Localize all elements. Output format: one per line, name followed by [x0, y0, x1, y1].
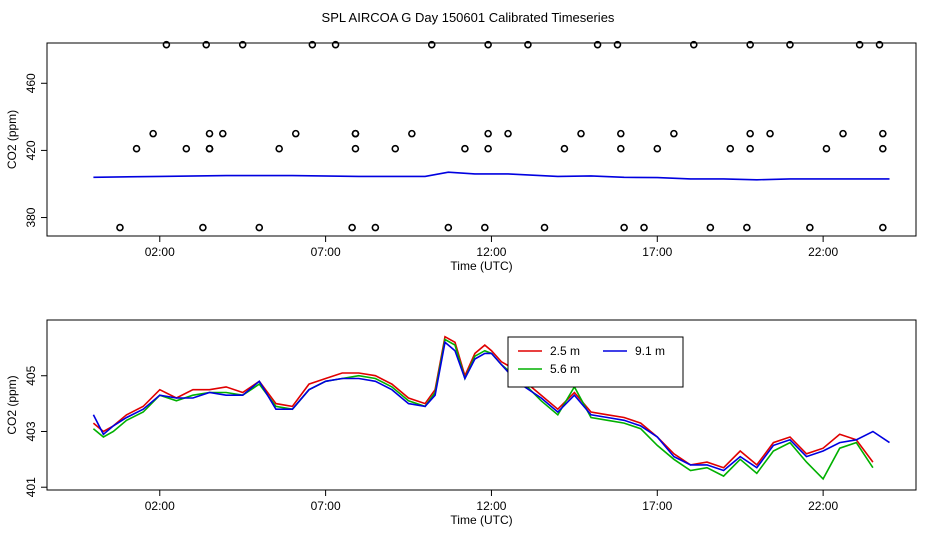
data-point	[822, 144, 831, 153]
data-point	[786, 40, 794, 49]
x-tick-label: 02:00	[145, 245, 175, 259]
series-line-5-6-m	[92, 338, 874, 481]
data-point	[182, 144, 191, 153]
data-point	[484, 40, 492, 49]
data-point	[855, 40, 864, 49]
data-point	[504, 129, 512, 138]
data-point	[560, 144, 569, 153]
data-point	[746, 144, 754, 153]
data-point	[746, 129, 754, 138]
data-point	[766, 129, 774, 138]
data-point	[408, 129, 416, 138]
data-point	[484, 144, 492, 153]
data-point	[275, 144, 283, 153]
data-point	[726, 144, 735, 153]
y-tick-label: 405	[24, 365, 38, 385]
data-point	[116, 223, 124, 232]
y-tick-label: 380	[24, 207, 38, 227]
figure-title: SPL AIRCOA G Day 150601 Calibrated Times…	[321, 10, 615, 25]
data-point	[481, 223, 489, 232]
data-point	[879, 223, 887, 232]
data-point	[371, 223, 380, 232]
data-point	[670, 129, 678, 138]
x-tick-label: 12:00	[476, 499, 506, 513]
data-point	[620, 223, 628, 232]
series-line-2-5-m	[92, 335, 874, 469]
x-tick-label: 07:00	[311, 499, 341, 513]
y-tick-label: 401	[24, 477, 38, 497]
data-point	[199, 223, 207, 232]
data-point	[746, 40, 754, 49]
data-point	[806, 223, 814, 232]
panel-1-frame	[46, 42, 917, 237]
data-point	[427, 40, 436, 49]
data-point	[540, 223, 549, 232]
y-tick-label: 420	[24, 140, 38, 160]
data-point	[577, 129, 585, 138]
data-point	[879, 129, 887, 138]
x-axis-label: Time (UTC)	[450, 259, 512, 273]
data-point	[202, 40, 211, 49]
data-point	[218, 129, 227, 138]
legend-label: 5.6 m	[550, 362, 580, 376]
data-point	[444, 223, 453, 232]
x-tick-label: 07:00	[311, 245, 341, 259]
data-point	[593, 40, 602, 49]
x-tick-label: 17:00	[642, 499, 672, 513]
data-point	[255, 223, 264, 232]
series-line-1-0	[93, 171, 890, 181]
y-tick-label: 403	[24, 421, 38, 441]
data-point	[348, 223, 356, 232]
data-point	[205, 144, 214, 153]
data-point	[205, 129, 214, 138]
panel-2-frame	[46, 319, 917, 491]
x-tick-label: 12:00	[476, 245, 506, 259]
y-tick-label: 460	[24, 73, 38, 93]
data-point	[391, 144, 400, 153]
data-point	[613, 40, 622, 49]
x-tick-label: 02:00	[145, 499, 175, 513]
data-point	[640, 223, 648, 232]
data-point	[238, 40, 247, 49]
data-point	[839, 129, 847, 138]
data-point	[617, 144, 625, 153]
data-point	[461, 144, 469, 153]
data-point	[351, 144, 360, 153]
data-point	[524, 40, 532, 49]
data-point	[291, 129, 300, 138]
y-axis-label: CO2 (ppm)	[5, 375, 19, 434]
data-point	[484, 129, 492, 138]
x-tick-label: 17:00	[642, 245, 672, 259]
data-point	[149, 129, 157, 138]
data-point	[351, 129, 360, 138]
data-point	[617, 129, 625, 138]
x-axis-label: Time (UTC)	[450, 513, 512, 527]
legend-box	[507, 336, 684, 388]
data-point	[308, 40, 317, 49]
data-point	[706, 223, 715, 232]
data-point	[689, 40, 698, 49]
data-point	[875, 40, 884, 49]
x-tick-label: 22:00	[808, 245, 838, 259]
data-point	[743, 223, 751, 232]
data-point	[132, 144, 141, 153]
data-point	[653, 144, 662, 153]
series-line-9-1-m	[92, 340, 890, 472]
legend-label: 2.5 m	[550, 344, 580, 358]
data-point	[331, 40, 340, 49]
data-point	[879, 144, 887, 153]
y-axis-label: CO2 (ppm)	[5, 110, 19, 169]
data-point	[162, 40, 171, 49]
x-tick-label: 22:00	[808, 499, 838, 513]
legend-label: 9.1 m	[635, 344, 665, 358]
